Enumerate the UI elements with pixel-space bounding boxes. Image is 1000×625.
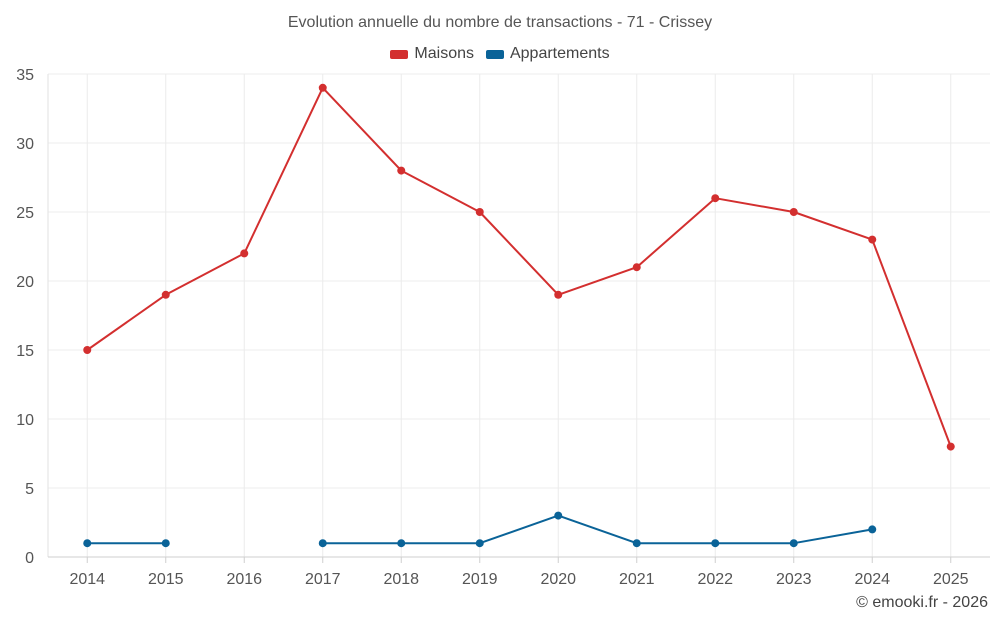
x-tick-label: 2014	[69, 571, 105, 588]
y-tick-label: 0	[25, 550, 34, 567]
data-point-maisons	[868, 235, 877, 244]
data-point-appartements	[397, 539, 406, 548]
y-tick-label: 35	[16, 67, 34, 84]
y-tick-label: 20	[16, 274, 34, 291]
y-tick-label: 10	[16, 412, 34, 429]
credit-text: © emooki.fr - 2026	[856, 594, 988, 611]
data-point-maisons	[789, 208, 798, 216]
x-tick-label: 2023	[776, 571, 812, 588]
legend-label-appartements: Appartements	[509, 45, 610, 62]
data-point-appartements	[161, 539, 170, 548]
data-point-maisons	[475, 208, 484, 216]
y-tick-label: 5	[25, 481, 34, 498]
x-tick-label: 2019	[462, 571, 498, 588]
data-point-appartements	[475, 539, 484, 548]
data-point-maisons	[554, 290, 563, 299]
data-point-maisons	[946, 442, 955, 451]
legend-swatch-appartements	[485, 49, 504, 59]
x-tick-label: 2022	[697, 571, 733, 588]
data-point-appartements	[789, 539, 798, 548]
data-point-maisons	[161, 290, 170, 299]
y-tick-label: 15	[16, 343, 34, 360]
data-point-maisons	[632, 263, 641, 272]
y-tick-label: 25	[16, 205, 34, 222]
data-point-maisons	[397, 166, 406, 175]
data-point-maisons	[711, 194, 720, 203]
data-point-appartements	[83, 539, 92, 548]
data-point-maisons	[318, 83, 327, 92]
y-tick-label: 30	[16, 136, 34, 153]
data-point-maisons	[240, 249, 249, 258]
x-tick-label: 2018	[383, 571, 419, 588]
legend-swatch-maisons	[390, 49, 409, 59]
data-point-appartements	[554, 511, 563, 520]
legend: Maisons Appartements	[0, 45, 1000, 63]
data-point-appartements	[711, 539, 720, 548]
series-line-maisons	[86, 86, 952, 447]
x-tick-label: 2016	[226, 571, 262, 588]
legend-item-appartements[interactable]: Appartements	[485, 45, 610, 63]
x-tick-label: 2021	[619, 571, 655, 588]
x-tick-label: 2024	[854, 571, 890, 588]
x-tick-label: 2017	[305, 571, 341, 588]
data-point-appartements	[868, 525, 877, 534]
x-tick-label: 2015	[148, 571, 184, 588]
series-line-appartements	[322, 514, 873, 545]
data-point-appartements	[632, 539, 641, 548]
legend-label-maisons: Maisons	[414, 45, 474, 62]
data-point-maisons	[83, 346, 92, 354]
legend-item-maisons[interactable]: Maisons	[390, 45, 474, 63]
x-tick-label: 2020	[540, 571, 576, 588]
chart-title: Evolution annuelle du nombre de transact…	[287, 14, 713, 31]
x-tick-label: 2025	[933, 571, 969, 588]
data-point-appartements	[318, 539, 327, 548]
